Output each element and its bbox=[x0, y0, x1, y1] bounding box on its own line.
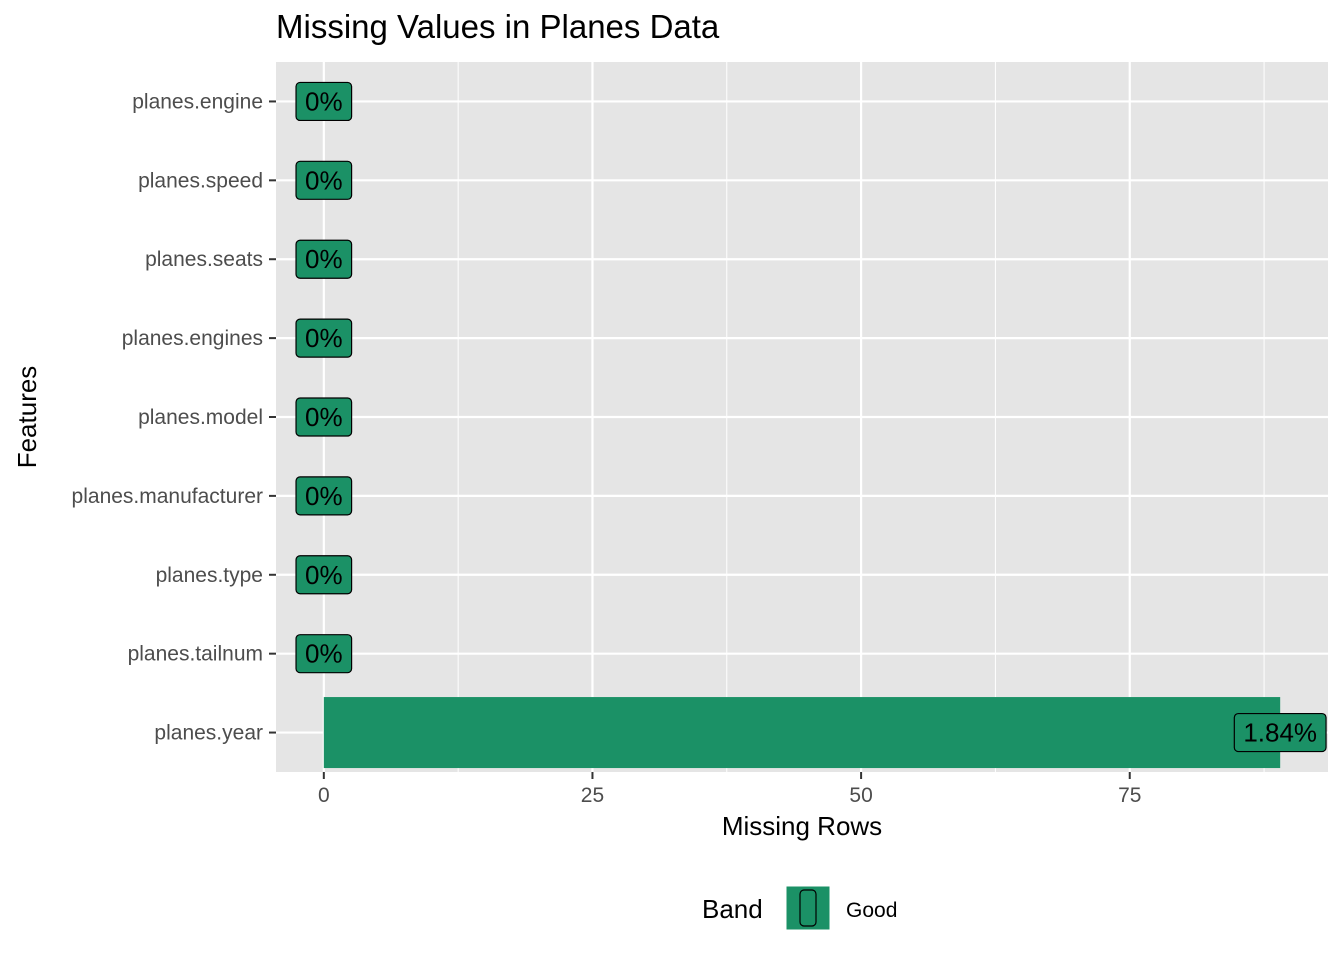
data-label-text: 0% bbox=[305, 86, 343, 116]
data-label-box bbox=[295, 81, 353, 122]
x-tick-label: 25 bbox=[581, 784, 604, 807]
data-label-planes-seats: 0% bbox=[295, 239, 353, 279]
x-axis-title: Missing Rows bbox=[722, 811, 882, 841]
y-tick-label: planes.year bbox=[154, 722, 263, 745]
data-label-box bbox=[295, 555, 353, 595]
data-label-text: 0% bbox=[305, 560, 343, 590]
x-tick-label: 50 bbox=[849, 784, 872, 807]
data-labels: 0% 0% 0% 0% 0% 0% 0% 0% 1.84% bbox=[295, 81, 1327, 753]
data-label-box bbox=[1233, 712, 1327, 753]
data-label-planes-engines: 0% bbox=[295, 318, 353, 358]
legend: Band Good bbox=[702, 885, 897, 931]
y-tick-label: planes.seats bbox=[145, 248, 263, 271]
data-label-planes-manufacturer: 0% bbox=[295, 476, 353, 516]
data-label-box bbox=[295, 634, 353, 674]
data-label-text: 0% bbox=[305, 323, 343, 353]
bars bbox=[323, 697, 1281, 769]
data-label-planes-tailnum: 0% bbox=[295, 634, 353, 674]
data-label-text: 0% bbox=[305, 165, 343, 195]
data-label-text: 1.84% bbox=[1243, 718, 1317, 748]
data-label-planes-speed: 0% bbox=[295, 160, 353, 200]
y-axis-title: Features bbox=[12, 366, 42, 469]
legend-item-label: Good bbox=[846, 899, 897, 922]
y-tick-label: planes.type bbox=[156, 564, 263, 587]
data-label-box bbox=[295, 476, 353, 516]
y-tick-label: planes.engine bbox=[132, 90, 263, 113]
x-tick-label: 75 bbox=[1118, 784, 1141, 807]
data-label-box bbox=[295, 160, 353, 200]
data-label-planes-type: 0% bbox=[295, 555, 353, 595]
data-label-planes-model: 0% bbox=[295, 397, 353, 437]
bar-planes-year bbox=[323, 697, 1281, 769]
data-label-planes-year: 1.84% bbox=[1233, 712, 1327, 753]
data-label-text: 0% bbox=[305, 244, 343, 274]
legend-title: Band bbox=[702, 894, 763, 924]
chart-title: Missing Values in Planes Data bbox=[276, 8, 720, 45]
x-tick-label: 0 bbox=[318, 784, 330, 807]
data-label-box bbox=[295, 318, 353, 358]
x-axis: 0 25 50 75 bbox=[318, 772, 1141, 807]
legend-key-symbol bbox=[799, 889, 817, 927]
y-axis: planes.engine planes.speed planes.seats pla… bbox=[72, 90, 276, 745]
data-label-text: 0% bbox=[305, 481, 343, 511]
y-tick-label: planes.tailnum bbox=[128, 643, 263, 666]
y-tick-label: planes.engines bbox=[122, 327, 263, 350]
y-tick-label: planes.manufacturer bbox=[72, 485, 263, 508]
data-label-text: 0% bbox=[305, 402, 343, 432]
y-tick-label: planes.speed bbox=[138, 169, 263, 192]
data-label-text: 0% bbox=[305, 639, 343, 669]
data-label-planes-engine: 0% bbox=[295, 81, 353, 122]
y-tick-label: planes.model bbox=[138, 406, 263, 429]
data-label-box bbox=[295, 397, 353, 437]
data-label-box bbox=[295, 239, 353, 279]
